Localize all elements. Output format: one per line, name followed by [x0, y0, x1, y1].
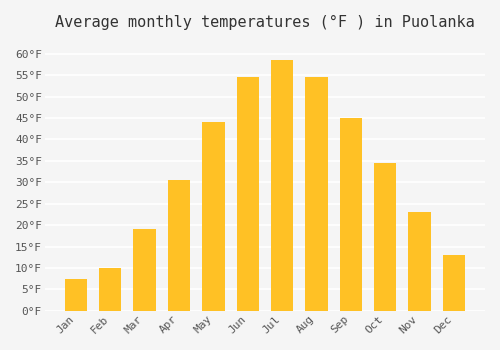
Bar	[202, 122, 224, 311]
Bar	[271, 60, 293, 311]
Bar	[134, 230, 156, 311]
Bar	[236, 77, 259, 311]
Bar	[306, 77, 328, 311]
Bar	[99, 268, 122, 311]
Bar	[340, 118, 362, 311]
Bar	[442, 255, 465, 311]
Bar	[65, 279, 87, 311]
Bar	[408, 212, 430, 311]
Bar	[168, 180, 190, 311]
Title: Average monthly temperatures (°F ) in Puolanka: Average monthly temperatures (°F ) in Pu…	[55, 15, 475, 30]
Bar	[374, 163, 396, 311]
